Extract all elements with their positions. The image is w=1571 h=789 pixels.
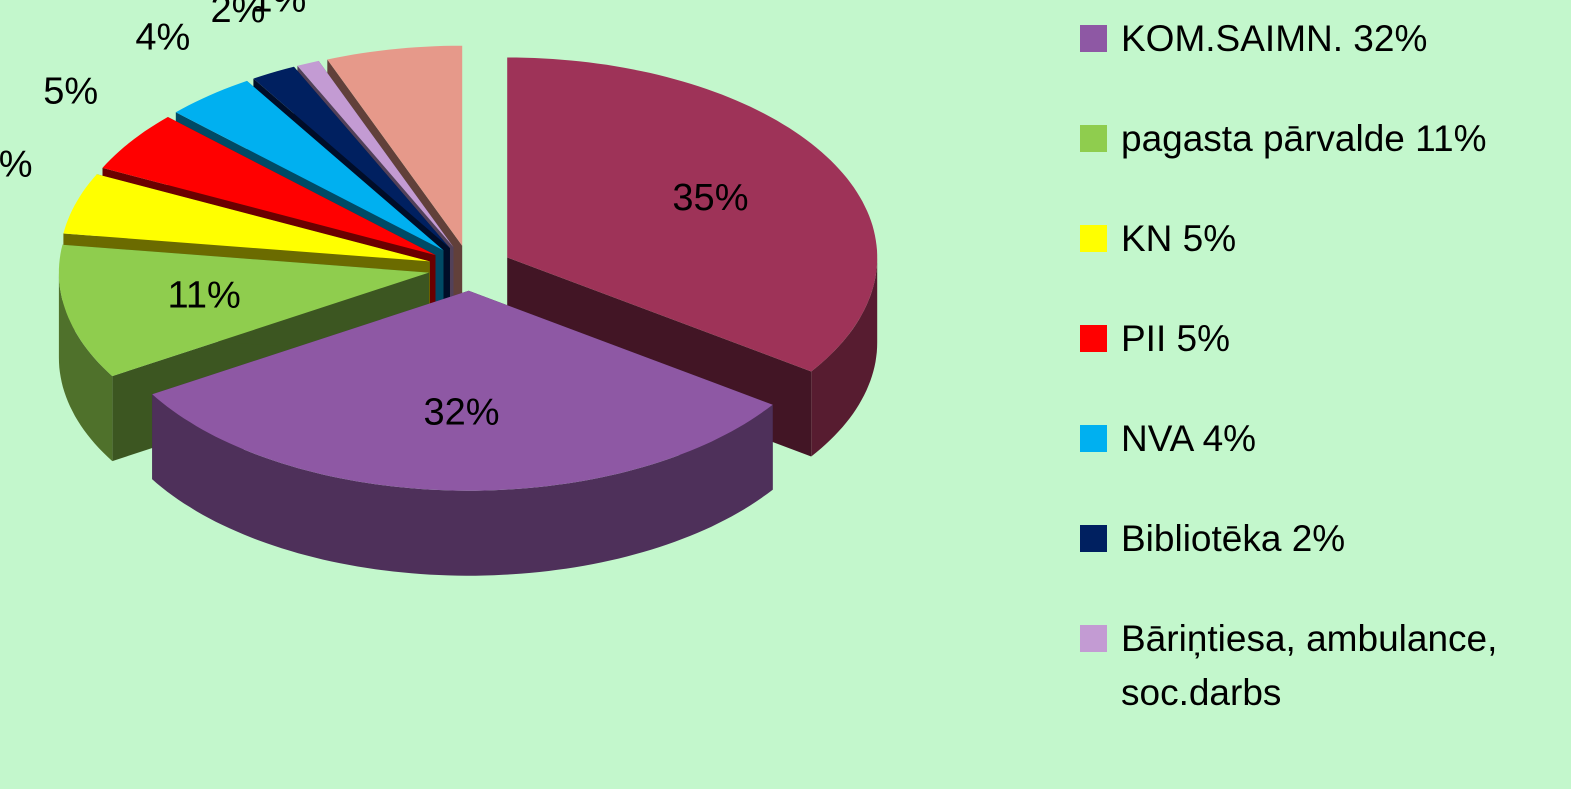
- legend-label: Bāriņtiesa, ambulance, soc.darbs: [1121, 618, 1498, 713]
- data-label: 5%: [43, 70, 98, 112]
- pie-area: 35% 32% 11% 5%5% 4% 2%1% 6%: [0, 0, 878, 576]
- slice: [327, 45, 463, 246]
- slice: [175, 80, 444, 251]
- data-label: 1%: [251, 0, 306, 21]
- slice: [507, 57, 878, 372]
- legend-item: Bibliotēka 2%: [1080, 512, 1560, 566]
- legend-label: NVA 4%: [1121, 418, 1257, 459]
- data-label: 32%: [424, 392, 500, 434]
- legend-swatch: [1080, 425, 1107, 452]
- legend-item: NVA 4%: [1080, 412, 1560, 466]
- legend-swatch: [1080, 525, 1107, 552]
- legend-item: KN 5%: [1080, 212, 1560, 266]
- slice: [58, 244, 429, 377]
- slice: [297, 60, 454, 248]
- data-label: 11%: [168, 274, 241, 316]
- slice-side: [58, 272, 113, 462]
- legend-item: PII 5%: [1080, 312, 1560, 366]
- slice: [63, 174, 430, 262]
- legend-swatch: [1080, 625, 1107, 652]
- legend-swatch: [1080, 125, 1107, 152]
- legend-item: pagasta pārvalde 11%: [1080, 112, 1560, 166]
- legend-item: Bāriņtiesa, ambulance, soc.darbs: [1080, 612, 1560, 720]
- legend-swatch: [1080, 225, 1107, 252]
- slice: [253, 66, 450, 249]
- slice: [152, 290, 773, 576]
- data-label: 4%: [135, 16, 190, 58]
- legend-swatch: [1080, 325, 1107, 352]
- slice-side: [152, 394, 773, 576]
- legend-label: KN 5%: [1121, 218, 1237, 259]
- data-label: 35%: [672, 177, 748, 219]
- slice: [102, 117, 436, 256]
- legend-label: KOM.SAIMN. 32%: [1121, 18, 1428, 59]
- legend: KOM.SAIMN. 32% pagasta pārvalde 11% KN 5% P…: [1080, 12, 1560, 766]
- data-label: 2%: [211, 0, 266, 31]
- slice-side: [811, 257, 878, 457]
- slice: [152, 290, 773, 491]
- legend-label: Bibliotēka 2%: [1121, 518, 1346, 559]
- data-label: 6%: [352, 0, 407, 4]
- legend-swatch: [1080, 25, 1107, 52]
- legend-item: KOM.SAIMN. 32%: [1080, 12, 1560, 66]
- legend-label: pagasta pārvalde 11%: [1121, 118, 1487, 159]
- data-label: 5%: [0, 144, 33, 186]
- legend-label: PII 5%: [1121, 318, 1230, 359]
